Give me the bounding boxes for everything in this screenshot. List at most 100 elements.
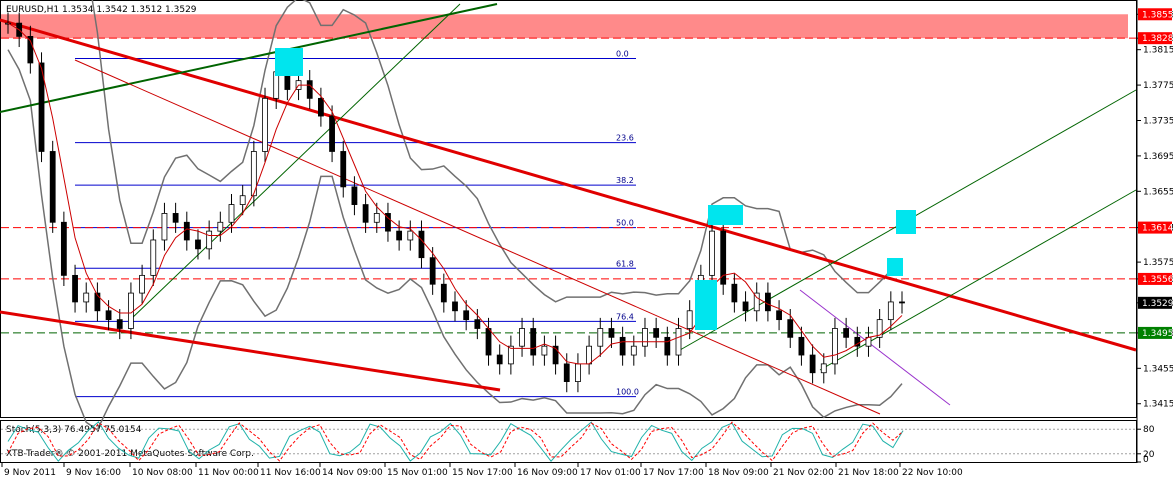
- bar-body-72: [809, 354, 816, 374]
- price-tick-label-6: 1.3655: [1143, 187, 1173, 197]
- uptrend-line-green: [0, 3, 498, 113]
- trend-lines: [0, 3, 1137, 415]
- highlight-box-0: [275, 48, 303, 76]
- bar-body-45: [507, 345, 514, 365]
- channel-line-red: [74, 59, 881, 415]
- price-tag-label-2: 1.3614: [1142, 224, 1173, 234]
- bar-body-65: [731, 283, 738, 303]
- price-tag-label-5: 1.3495: [1142, 329, 1173, 339]
- bar-body-32: [362, 204, 369, 223]
- fib-label-2: 38.2: [616, 176, 634, 185]
- bar-body-64: [720, 230, 727, 285]
- stoch-tick-label-1: 20: [1143, 450, 1155, 460]
- bar-body-73: [820, 363, 827, 374]
- highlight-box-2: [896, 210, 916, 234]
- bar-body-8: [94, 292, 101, 312]
- resistance-zone: [1, 14, 1128, 39]
- stochastic-oscillator: [1, 421, 1136, 462]
- time-tick-label-8: 16 Nov 09:00: [517, 468, 578, 478]
- moving-average-line: [7, 22, 903, 365]
- bar-body-44: [496, 354, 503, 365]
- time-tick-label-11: 18 Nov 09:00: [708, 468, 769, 478]
- time-tick-label-4: 11 Nov 16:00: [260, 468, 321, 478]
- bollinger-upper: [91, 0, 903, 303]
- price-tag-bg-1: [1138, 32, 1172, 45]
- time-tick-label-3: 11 Nov 00:00: [198, 468, 259, 478]
- price-tag-bg-0: [1138, 8, 1172, 21]
- bar-body-36: [407, 230, 414, 241]
- time-tick-label-13: 21 Nov 18:00: [838, 468, 899, 478]
- bar-body-17: [195, 239, 201, 250]
- bar-body-16: [183, 221, 190, 241]
- bar-body-60: [675, 328, 682, 356]
- bar-body-79: [887, 301, 894, 321]
- horizontal-levels: [1, 37, 1136, 334]
- stoch-tick-label-0: 80: [1143, 425, 1155, 435]
- time-tick-label-6: 15 Nov 01:00: [387, 468, 448, 478]
- price-tag-bg-2: [1138, 221, 1172, 234]
- bar-body-19: [217, 221, 224, 232]
- bar-body-12: [139, 274, 146, 294]
- bar-body-10: [116, 319, 123, 329]
- bollinger-bands: [7, 0, 903, 431]
- time-tick-label-9: 17 Nov 01:00: [580, 468, 641, 478]
- bar-body-69: [776, 310, 782, 321]
- bar-body-55: [619, 336, 626, 356]
- main-plot-frame: [0, 0, 1137, 418]
- price-tick-label-13: 1.3415: [1143, 400, 1173, 410]
- time-tick-label-10: 17 Nov 17:00: [643, 468, 704, 478]
- downtrend-line-lower: [0, 310, 501, 392]
- fibonacci-levels: 0.0 23.6 38.2 50.0 61.8 76.4 100.0: [75, 50, 639, 398]
- price-tag-bg-3: [1138, 272, 1172, 285]
- bar-body-27: [306, 80, 313, 99]
- time-tick-label-5: 14 Nov 09:00: [322, 468, 383, 478]
- fib-label-3: 50.0: [616, 219, 634, 228]
- bar-body-39: [440, 283, 447, 303]
- bar-body-50: [563, 363, 570, 382]
- bar-body-42: [474, 319, 481, 329]
- purple-channel-line: [799, 289, 951, 406]
- bar-body-28: [317, 97, 324, 117]
- bar-body-52: [586, 345, 592, 365]
- stoch-tick-label-2: 0: [1143, 455, 1149, 465]
- bar-body-70: [787, 319, 794, 338]
- price-bars: [5, 12, 905, 393]
- bar-body-37: [418, 230, 425, 259]
- downtrend-line-main: [0, 18, 1137, 352]
- price-tag-label-1: 1.3828: [1142, 34, 1173, 44]
- highlight-box-3: [887, 258, 903, 276]
- bar-body-41: [463, 310, 470, 321]
- fib-label-5: 76.4: [616, 312, 634, 321]
- highlight-marks: [275, 48, 916, 330]
- price-tag-label-3: 1.3556: [1142, 275, 1173, 285]
- bar-body-49: [552, 345, 559, 365]
- fib-label-4: 61.8: [616, 259, 634, 268]
- time-tick-label-7: 15 Nov 17:00: [452, 468, 513, 478]
- bar-body-75: [843, 328, 850, 338]
- price-axis: 1.3855 1.3828 1.3815 1.3775 1.3735 1.3695 1.36…: [1137, 10, 1173, 410]
- highlight-box-4: [695, 280, 717, 330]
- fib-fan-line: [129, 3, 461, 321]
- bar-body-38: [429, 257, 436, 285]
- bar-body-15: [172, 213, 179, 223]
- bollinger-lower: [7, 49, 903, 431]
- bar-body-76: [854, 336, 861, 347]
- price-tick-label-5: 1.3695: [1143, 152, 1173, 162]
- bar-body-23: [262, 97, 268, 152]
- bar-body-14: [161, 213, 168, 241]
- bar-body-53: [597, 328, 604, 347]
- price-tick-label-8: 1.3575: [1143, 258, 1173, 268]
- fib-label-0: 0.0: [616, 50, 629, 59]
- bar-body-5: [60, 221, 67, 276]
- bar-body-22: [250, 151, 257, 197]
- bar-body-34: [385, 213, 391, 232]
- price-tick-label-12: 1.3455: [1143, 364, 1173, 374]
- price-tick-label-3: 1.3775: [1143, 81, 1173, 91]
- bar-body-21: [239, 195, 246, 205]
- bar-body-20: [228, 204, 235, 223]
- stoch-axis: 80 200: [1137, 425, 1155, 465]
- bar-body-63: [709, 230, 715, 276]
- bar-body-33: [373, 213, 380, 223]
